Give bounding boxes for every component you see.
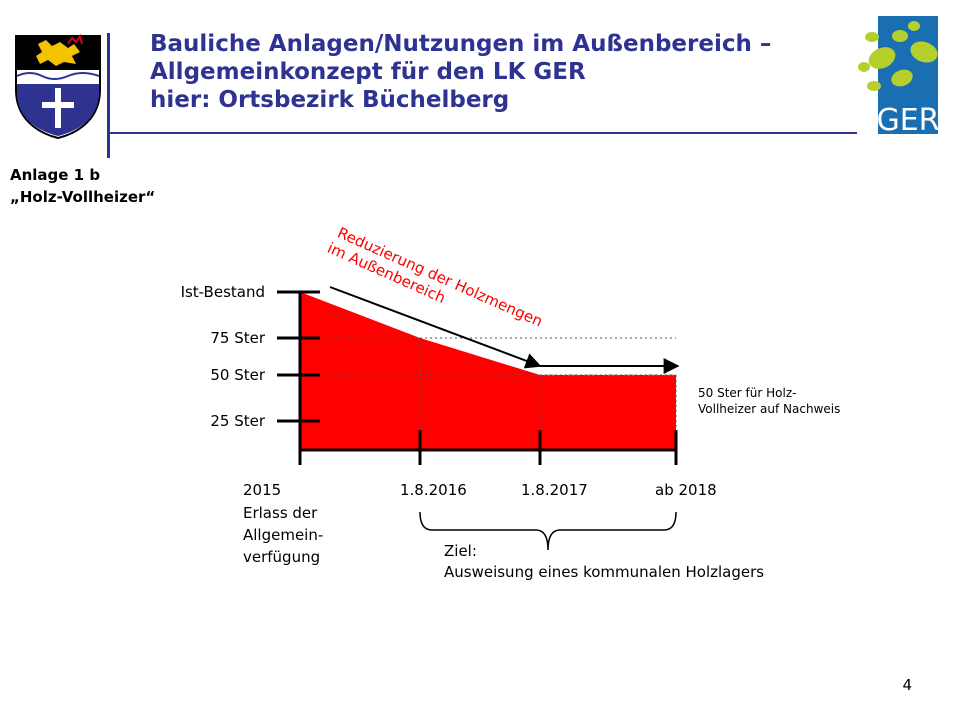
goal-text-line: Ausweisung eines kommunalen Holzlagers (444, 563, 764, 581)
annex-number: Anlage 1 b (10, 166, 101, 184)
title-line: Allgemeinkonzept für den LK GER (150, 59, 586, 85)
side-note-line: Vollheizer auf Nachweis (698, 402, 840, 416)
side-note-line: 50 Ster für Holz- (698, 386, 796, 400)
x-tick-label: ab 2018 (655, 481, 717, 499)
chart-axis (277, 290, 678, 465)
chart-arrows (329, 286, 680, 374)
goal-brace (419, 511, 677, 551)
header-horizontal-rule (107, 132, 857, 134)
goal-text-line: Ziel: (444, 542, 477, 560)
x-tick-label: 2015 (243, 481, 281, 499)
reduction-annotation-line: Reduzierung der Holzmengen (335, 224, 546, 331)
y-tick-label: Ist-Bestand (181, 283, 265, 301)
x-subtitle-line: verfügung (243, 548, 320, 566)
y-tick-label: 75 Ster (210, 329, 265, 347)
y-tick-label: 50 Ster (210, 366, 265, 384)
chart-area (300, 292, 676, 450)
annex-label: Anlage 1 b „Holz-Vollheizer“ (10, 164, 155, 208)
chart-area-fill (300, 292, 676, 450)
ger-logo-text: GER (876, 103, 939, 138)
page-number: 4 (902, 676, 912, 694)
reduction-arrow (329, 286, 542, 369)
title-line: Bauliche Anlagen/Nutzungen im Außenberei… (150, 31, 772, 57)
y-tick-label: 25 Ster (210, 412, 265, 430)
x-subtitle-line: Allgemein- (243, 526, 323, 544)
chart-gridlines (300, 337, 677, 450)
ger-logo: GER (858, 16, 940, 138)
x-tick-label: 1.8.2017 (521, 481, 588, 499)
title-line: hier: Ortsbezirk Büchelberg (150, 87, 510, 113)
x-subtitle-line: Erlass der (243, 504, 318, 522)
x-tick-label: 1.8.2016 (400, 481, 467, 499)
page-title: Bauliche Anlagen/Nutzungen im Außenberei… (150, 30, 850, 114)
coat-of-arms-logo (15, 33, 101, 140)
annex-subject: „Holz-Vollheizer“ (10, 188, 156, 206)
header-vertical-rule (107, 33, 110, 158)
